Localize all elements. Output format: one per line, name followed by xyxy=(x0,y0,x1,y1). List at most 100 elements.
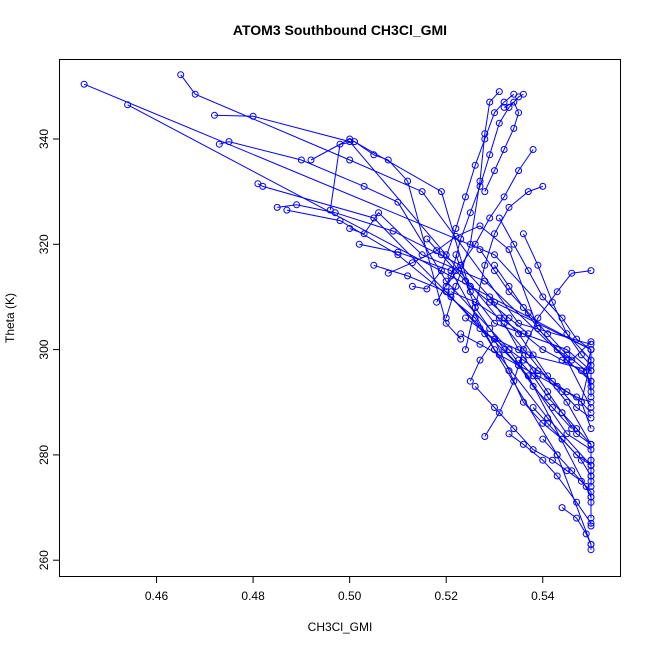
data-point xyxy=(452,267,460,275)
data-point xyxy=(249,112,257,120)
y-axis-label: Theta (K) xyxy=(3,293,17,343)
data-point xyxy=(491,167,498,175)
data-point xyxy=(471,382,479,390)
data-point xyxy=(587,361,595,369)
data-point xyxy=(587,404,595,411)
data-point xyxy=(563,351,571,359)
data-point xyxy=(519,346,527,354)
x-axis-label: CH3Cl_GMI xyxy=(308,620,373,634)
data-point xyxy=(437,251,445,259)
data-point xyxy=(486,214,494,222)
data-point xyxy=(346,225,354,232)
data-point xyxy=(481,188,489,196)
data-point xyxy=(558,409,566,417)
series-layer xyxy=(80,71,595,554)
data-point xyxy=(553,288,561,296)
data-point xyxy=(375,209,383,217)
data-point xyxy=(587,346,595,354)
data-point xyxy=(587,367,595,375)
data-point xyxy=(582,367,590,375)
data-point xyxy=(515,361,523,369)
series-line xyxy=(498,217,592,351)
data-point xyxy=(476,246,484,254)
data-point xyxy=(491,261,498,269)
data-point xyxy=(283,206,291,214)
series-line xyxy=(484,101,520,192)
data-point xyxy=(539,419,547,427)
data-point xyxy=(457,235,465,243)
series-35 xyxy=(481,98,523,196)
data-point xyxy=(587,414,595,422)
data-point xyxy=(457,335,465,343)
data-point xyxy=(273,203,281,211)
data-point xyxy=(563,388,571,396)
data-point xyxy=(573,498,581,506)
data-point xyxy=(500,146,508,153)
series-21 xyxy=(481,267,595,440)
data-point xyxy=(491,230,498,238)
data-point xyxy=(466,240,474,248)
data-point xyxy=(539,346,547,354)
data-point xyxy=(587,477,595,485)
data-point xyxy=(577,367,585,375)
data-point xyxy=(462,314,469,322)
data-point xyxy=(510,124,518,132)
data-point xyxy=(471,304,479,311)
data-point xyxy=(471,240,479,248)
data-point xyxy=(486,98,494,106)
data-point xyxy=(370,261,378,269)
data-point xyxy=(573,451,581,459)
series-line xyxy=(494,265,592,361)
series-line xyxy=(532,407,592,476)
series-33 xyxy=(539,435,595,501)
series-28 xyxy=(447,288,595,385)
data-point xyxy=(466,209,474,217)
data-point xyxy=(481,277,489,285)
data-point xyxy=(437,267,445,275)
series-line xyxy=(474,386,592,503)
data-point xyxy=(539,182,547,190)
data-point xyxy=(481,433,489,440)
data-point xyxy=(336,217,344,225)
data-point xyxy=(433,247,441,255)
series-line xyxy=(426,238,529,335)
data-point xyxy=(534,367,542,375)
data-point xyxy=(336,140,344,148)
data-point xyxy=(563,430,571,438)
data-point xyxy=(587,440,595,448)
series-line xyxy=(460,333,592,403)
data-point xyxy=(495,351,503,359)
data-point xyxy=(548,456,556,464)
data-point xyxy=(500,193,508,201)
data-point xyxy=(519,356,527,364)
series-22 xyxy=(505,430,595,530)
series-line xyxy=(310,138,592,372)
data-point xyxy=(587,456,595,464)
y-tick-label: 340 xyxy=(37,129,51,149)
data-point xyxy=(544,330,552,338)
data-point xyxy=(476,356,484,364)
y-axis: 260 280 300 320 340 xyxy=(37,129,60,570)
series-29 xyxy=(519,230,595,369)
data-point xyxy=(529,404,537,411)
data-point xyxy=(573,430,581,438)
data-point xyxy=(215,140,223,148)
data-point xyxy=(558,504,566,512)
data-point xyxy=(491,404,498,411)
data-point xyxy=(534,372,542,380)
data-point xyxy=(587,461,595,469)
data-point xyxy=(539,456,547,464)
data-point xyxy=(587,493,595,501)
data-point xyxy=(558,314,566,322)
data-point xyxy=(587,522,595,530)
data-point xyxy=(519,90,527,98)
data-point xyxy=(486,293,494,301)
data-point xyxy=(466,282,474,290)
data-point xyxy=(476,177,484,185)
series-20 xyxy=(471,382,595,506)
data-point xyxy=(466,377,474,385)
series-line xyxy=(455,254,573,429)
data-point xyxy=(447,288,455,296)
data-point xyxy=(442,288,450,296)
